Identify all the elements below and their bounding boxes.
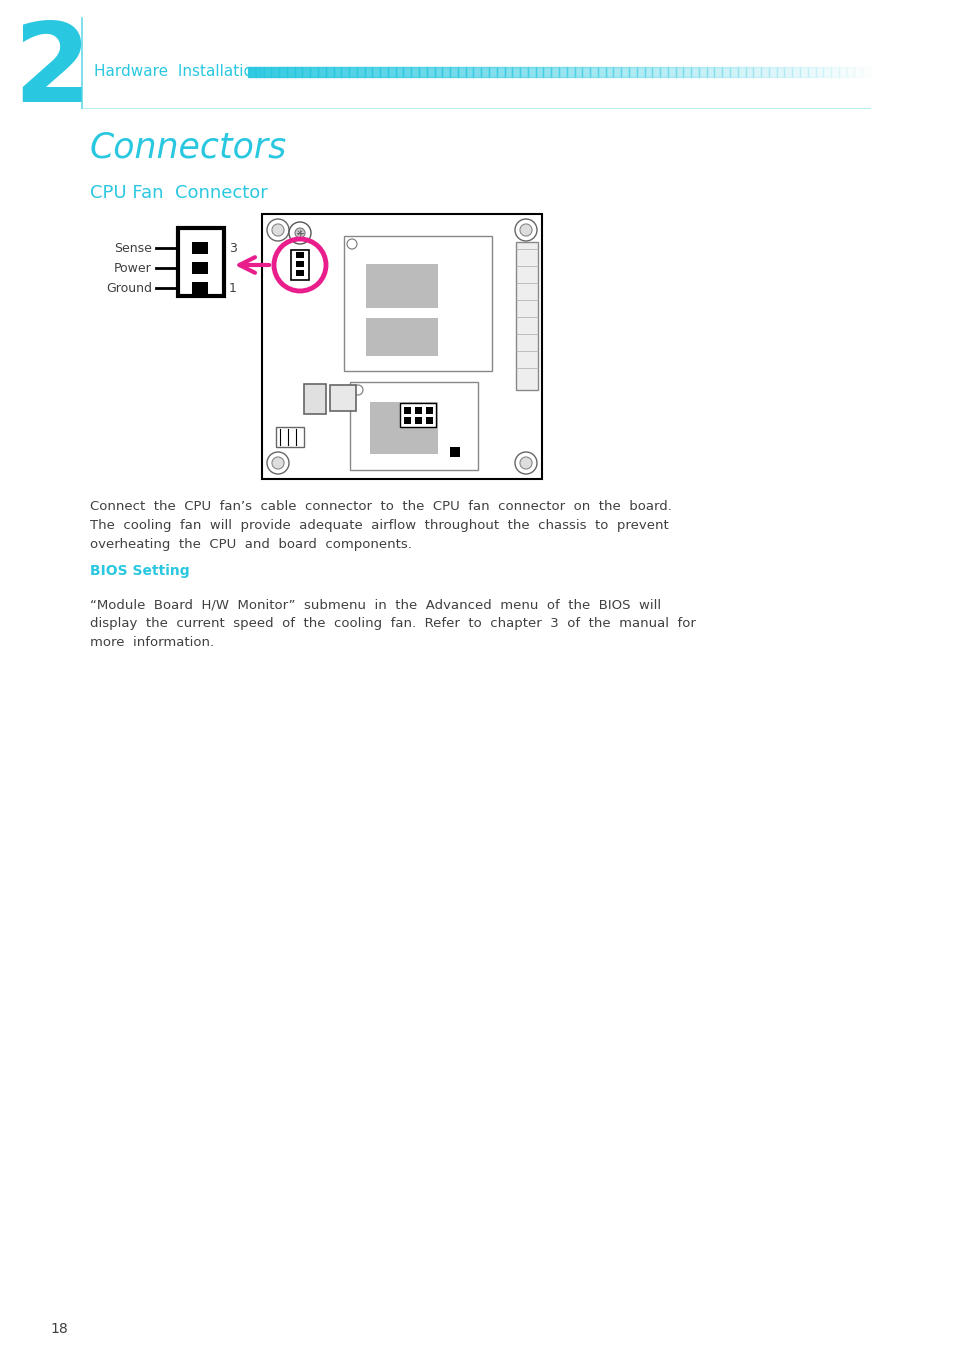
Circle shape — [289, 222, 311, 244]
Text: 1: 1 — [229, 282, 236, 295]
Bar — [275, 427, 304, 447]
Bar — [304, 385, 326, 414]
Text: “Module  Board  H/W  Monitor”  submenu  in  the  Advanced  menu  of  the  BIOS  : “Module Board H/W Monitor” submenu in th… — [90, 598, 660, 611]
Text: Ground: Ground — [106, 282, 152, 295]
Circle shape — [267, 452, 289, 474]
Circle shape — [267, 219, 289, 241]
Bar — [415, 417, 421, 424]
Bar — [291, 250, 309, 280]
Bar — [415, 408, 421, 414]
Bar — [426, 408, 433, 414]
Bar — [178, 227, 224, 297]
Bar — [370, 402, 437, 454]
Circle shape — [515, 452, 537, 474]
Bar — [450, 447, 459, 458]
Text: more  information.: more information. — [90, 636, 213, 649]
Bar — [403, 408, 411, 414]
Text: overheating  the  CPU  and  board  components.: overheating the CPU and board components… — [90, 538, 412, 551]
Bar — [366, 264, 437, 307]
Bar — [330, 385, 355, 412]
Text: 2: 2 — [13, 18, 91, 125]
Bar — [262, 214, 541, 479]
Bar — [403, 417, 411, 424]
Text: Hardware  Installation: Hardware Installation — [94, 65, 262, 80]
Text: Connect  the  CPU  fan’s  cable  connector  to  the  CPU  fan  connector  on  th: Connect the CPU fan’s cable connector to… — [90, 500, 671, 513]
Text: Connectors: Connectors — [90, 130, 287, 164]
Circle shape — [272, 456, 284, 468]
Bar — [295, 261, 304, 267]
Bar — [350, 382, 477, 470]
Bar — [295, 252, 304, 259]
Bar — [192, 282, 208, 294]
Text: CPU Fan  Connector: CPU Fan Connector — [90, 184, 268, 202]
Bar — [426, 417, 433, 424]
Circle shape — [519, 456, 532, 468]
Circle shape — [272, 223, 284, 236]
Text: 3: 3 — [229, 241, 236, 255]
Text: BIOS Setting: BIOS Setting — [90, 565, 190, 578]
Bar — [192, 263, 208, 274]
Text: display  the  current  speed  of  the  cooling  fan.  Refer  to  chapter  3  of : display the current speed of the cooling… — [90, 617, 695, 630]
Bar — [295, 269, 304, 276]
Circle shape — [347, 240, 356, 249]
Text: The  cooling  fan  will  provide  adequate  airflow  throughout  the  chassis  t: The cooling fan will provide adequate ai… — [90, 519, 668, 532]
Circle shape — [515, 219, 537, 241]
Circle shape — [353, 385, 363, 395]
Text: 18: 18 — [50, 1322, 68, 1336]
Text: Power: Power — [114, 261, 152, 275]
Bar — [344, 236, 492, 371]
Text: Sense: Sense — [114, 241, 152, 255]
Bar — [366, 318, 437, 356]
Bar — [516, 242, 537, 390]
Circle shape — [294, 227, 305, 238]
Bar — [399, 403, 436, 427]
Bar — [192, 242, 208, 255]
Circle shape — [519, 223, 532, 236]
